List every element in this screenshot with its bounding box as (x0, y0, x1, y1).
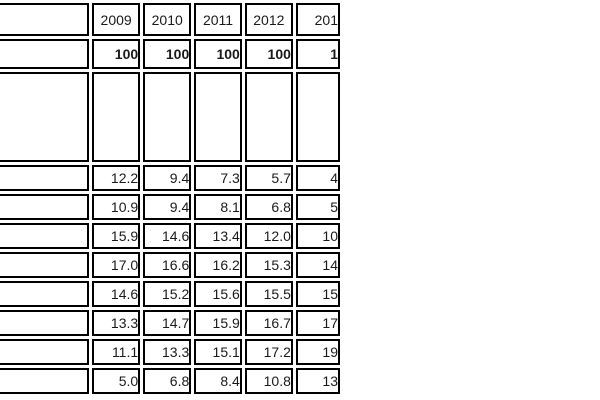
row-label-population: ulation (0, 39, 90, 69)
year-header-row: 2009 2010 2011 2012 201 (0, 3, 340, 36)
value-cell-clipped: 5 (295, 194, 340, 220)
value-cell-clipped: 4 (295, 165, 340, 191)
value-cell: 100 (143, 39, 192, 69)
table-row: 0.0 5.0 6.8 8.4 10.8 13 (0, 368, 340, 394)
value-cell: 5.0 (92, 368, 141, 394)
year-header: 2010 (143, 3, 192, 36)
value-cell: 6.8 (143, 368, 192, 394)
empty-cell (143, 72, 192, 162)
value-cell-clipped: 10 (295, 223, 340, 249)
value-cell: 15.9 (92, 223, 141, 249)
value-cell: 16.2 (194, 252, 242, 278)
value-cell: 100 (92, 39, 141, 69)
table-row: 19000.0 14.6 15.2 15.6 15.5 15 (0, 281, 340, 307)
value-cell: 5.7 (244, 165, 293, 191)
value-cell: 15.2 (143, 281, 192, 307)
value-cell: 12.2 (92, 165, 141, 191)
table-row: 27000.0 13.3 14.7 15.9 16.7 17 (0, 310, 340, 336)
value-cell: 15.6 (194, 281, 242, 307)
value-cell: 10.8 (244, 368, 293, 394)
value-cell: 16.6 (143, 252, 192, 278)
row-label: 45000.0 (0, 339, 90, 365)
value-cell-clipped: 15 (295, 281, 340, 307)
value-cell: 15.5 (244, 281, 293, 307)
value-cell: 15.1 (194, 339, 242, 365)
row-label: 000.0 (0, 194, 90, 220)
value-cell: 17.2 (244, 339, 293, 365)
empty-cell (194, 72, 242, 162)
year-header-clipped: 201 (295, 3, 340, 36)
row-label: 19000.0 (0, 281, 90, 307)
row-label: 27000.0 (0, 310, 90, 336)
year-header: 2009 (92, 3, 141, 36)
value-cell: 10.9 (92, 194, 141, 220)
income-distribution-table: 2009 2010 2011 2012 201 ulation 100 100 … (0, 3, 340, 394)
table-row: 0.0 12.2 9.4 7.3 5.7 4 (0, 165, 340, 191)
value-cell: 11.1 (92, 339, 141, 365)
value-cell: 13.3 (92, 310, 141, 336)
value-cell: 9.4 (143, 194, 192, 220)
value-cell: 100 (244, 39, 293, 69)
value-cell: 14.7 (143, 310, 192, 336)
empty-cell (92, 72, 141, 162)
row-label-income-header: rage per capita monthly ncome, (0, 72, 90, 162)
value-cell: 14.6 (92, 281, 141, 307)
value-cell-clipped: 13 (295, 368, 340, 394)
row-label: 0.0 (0, 368, 90, 394)
value-cell: 14.6 (143, 223, 192, 249)
empty-cell-clipped (295, 72, 340, 162)
value-cell-clipped: 17 (295, 310, 340, 336)
row-label: 0.0 (0, 165, 90, 191)
value-cell: 15.9 (194, 310, 242, 336)
row-label: 0000.0 (0, 223, 90, 249)
income-section-header-row: rage per capita monthly ncome, (0, 72, 340, 162)
value-cell: 100 (194, 39, 242, 69)
value-cell: 13.3 (143, 339, 192, 365)
year-header: 2011 (194, 3, 242, 36)
table-row: 0000.0 15.9 14.6 13.4 12.0 10 (0, 223, 340, 249)
table-row: 000.0 10.9 9.4 8.1 6.8 5 (0, 194, 340, 220)
corner-cell (0, 3, 90, 36)
value-cell: 17.0 (92, 252, 141, 278)
value-cell: 16.7 (244, 310, 293, 336)
value-cell: 15.3 (244, 252, 293, 278)
row-label: 14000.0 (0, 252, 90, 278)
value-cell-clipped: 19 (295, 339, 340, 365)
value-cell: 9.4 (143, 165, 192, 191)
empty-cell (244, 72, 293, 162)
value-cell: 8.1 (194, 194, 242, 220)
population-row: ulation 100 100 100 100 1 (0, 39, 340, 69)
value-cell-clipped: 14 (295, 252, 340, 278)
value-cell: 8.4 (194, 368, 242, 394)
income-header-line2: ncome, (0, 117, 87, 134)
value-cell: 12.0 (244, 223, 293, 249)
value-cell-clipped: 1 (295, 39, 340, 69)
value-cell: 6.8 (244, 194, 293, 220)
year-header: 2012 (244, 3, 293, 36)
table-row: 45000.0 11.1 13.3 15.1 17.2 19 (0, 339, 340, 365)
income-header-line1: rage per capita monthly (0, 100, 87, 117)
table-row: 14000.0 17.0 16.6 16.2 15.3 14 (0, 252, 340, 278)
value-cell: 7.3 (194, 165, 242, 191)
value-cell: 13.4 (194, 223, 242, 249)
